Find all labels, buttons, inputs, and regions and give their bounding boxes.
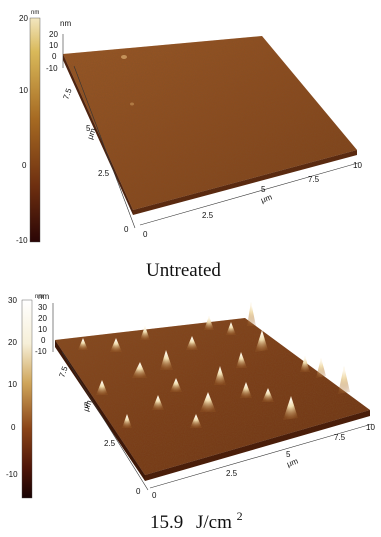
y-axis-unit: μm xyxy=(85,127,97,141)
surface-peaks xyxy=(78,302,350,428)
z-axis-tick: -10 xyxy=(35,347,47,356)
caption-treated: 15.9 J/cm 2 xyxy=(150,509,243,533)
x-axis-tick: 5 xyxy=(261,185,266,194)
y-axis-tick: 7.5 xyxy=(57,365,69,379)
colorbar-untreated xyxy=(29,17,41,243)
z-axis-tick: 20 xyxy=(38,314,47,323)
y-axis-tick: 5 xyxy=(86,124,91,133)
colorbar-treated xyxy=(21,299,33,499)
caption-superscript: 2 xyxy=(237,509,243,523)
z-axis-tick: 0 xyxy=(41,336,46,345)
colorbar-tick: 10 xyxy=(19,86,28,95)
surface-bump xyxy=(130,102,134,106)
caption-value: 15.9 xyxy=(150,512,183,533)
x-axis-tick: 10 xyxy=(353,161,362,170)
colorbar-tick: 0 xyxy=(22,161,27,170)
colorbar-tick: 20 xyxy=(19,14,28,23)
y-axis-unit: μm xyxy=(81,399,93,413)
surface-bump xyxy=(121,55,127,59)
z-axis-unit: nm xyxy=(38,292,49,301)
x-axis-tick: 0 xyxy=(143,230,148,239)
colorbar-unit: nm xyxy=(31,10,39,16)
y-axis-tick: 7.5 xyxy=(61,87,73,101)
x-axis-tick: 0 xyxy=(152,491,157,500)
x-axis-tick: 7.5 xyxy=(308,175,320,184)
y-axis-tick: 2.5 xyxy=(104,439,116,448)
colorbar-unit: nm xyxy=(35,294,43,300)
x-axis-tick: 7.5 xyxy=(334,433,346,442)
colorbar-tick: -10 xyxy=(16,236,28,245)
panel-treated: nm 30 20 10 0 -10 nm 30 20 10 0 -10 xyxy=(6,292,375,533)
z-axis-unit: nm xyxy=(60,19,71,28)
z-axis-tick: 0 xyxy=(52,52,57,61)
y-axis-tick: 0 xyxy=(124,225,129,234)
colorbar-tick: 0 xyxy=(11,423,16,432)
x-axis-tick: 10 xyxy=(366,423,375,432)
y-axis-tick: 5 xyxy=(84,401,89,410)
colorbar-tick: -10 xyxy=(6,470,18,479)
z-axis-tick: 30 xyxy=(38,303,47,312)
caption-unit: J/cm xyxy=(196,512,232,533)
z-axis-tick: 10 xyxy=(38,325,47,334)
y-axis-tick: 2.5 xyxy=(98,169,110,178)
z-axis-tick: -10 xyxy=(46,64,58,73)
colorbar-tick: 20 xyxy=(8,338,17,347)
colorbar-tick: 10 xyxy=(8,380,17,389)
x-axis-unit: μm xyxy=(286,456,300,468)
colorbar-tick: 30 xyxy=(8,296,17,305)
y-axis-tick: 0 xyxy=(136,487,141,496)
x-axis-tick: 5 xyxy=(286,450,291,459)
z-axis-tick: 10 xyxy=(49,41,58,50)
x-axis-unit: μm xyxy=(260,192,274,204)
panel-untreated: nm 20 10 0 -10 nm 20 10 0 -10 0 2.5 5 7.… xyxy=(16,10,362,281)
x-axis-tick: 2.5 xyxy=(226,469,238,478)
caption-untreated: Untreated xyxy=(146,260,221,281)
z-axis-tick: 20 xyxy=(49,30,58,39)
x-axis-tick: 2.5 xyxy=(202,211,214,220)
